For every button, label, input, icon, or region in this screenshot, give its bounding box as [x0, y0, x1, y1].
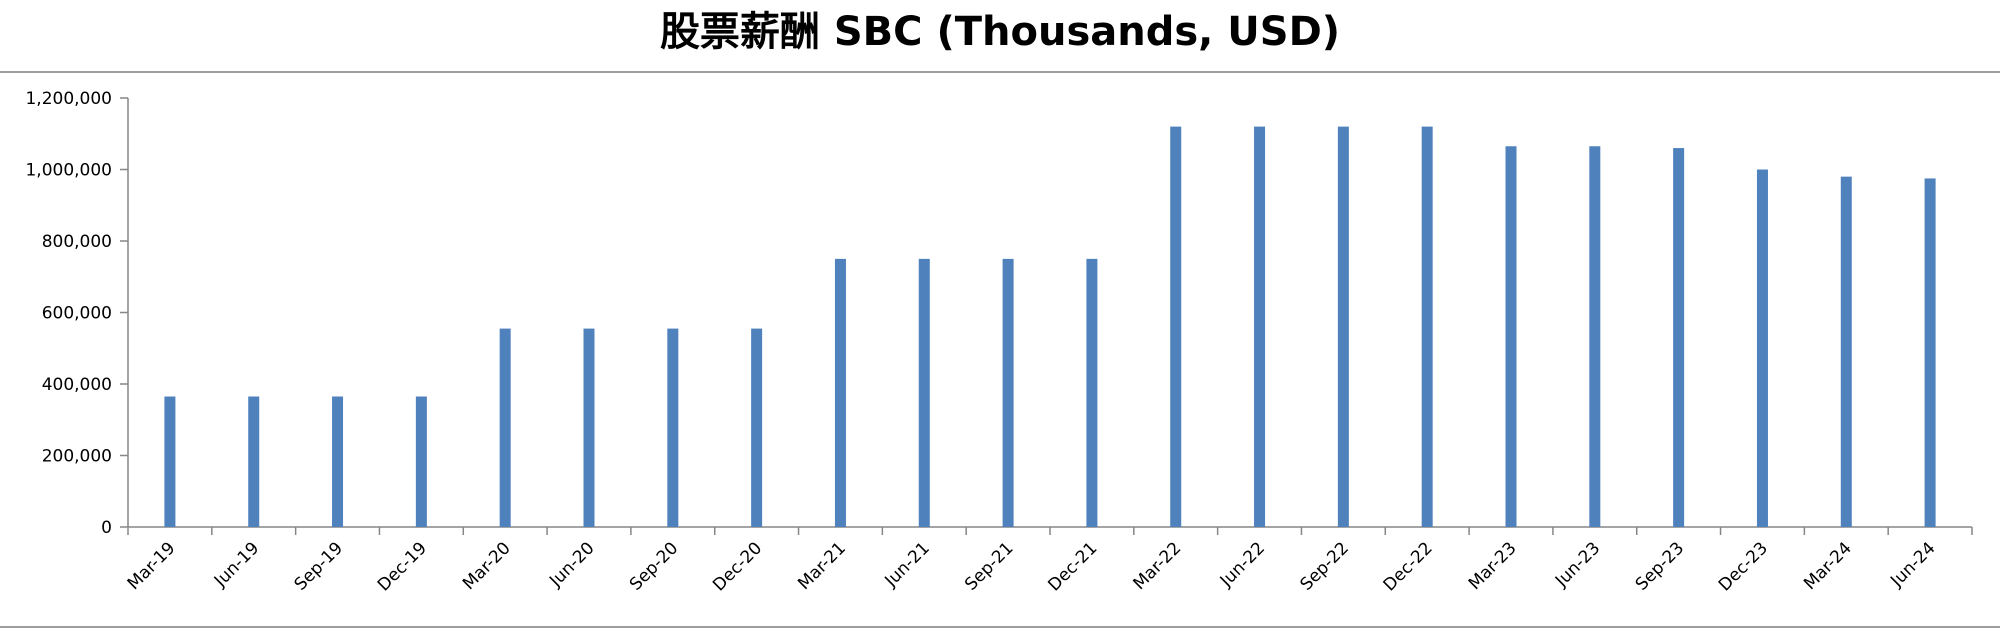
x-tick-label: Mar-22	[1130, 538, 1186, 594]
y-tick-label: 800,000	[42, 232, 112, 252]
bar-jun-22	[1254, 126, 1266, 527]
x-tick-label: Sep-19	[291, 538, 347, 594]
x-tick-label: Dec-22	[1380, 538, 1437, 595]
y-tick-label: 600,000	[42, 304, 112, 324]
bar-mar-19	[164, 396, 176, 527]
bars	[164, 126, 1936, 528]
bar-mar-21	[834, 258, 846, 527]
y-tick-label: 200,000	[42, 447, 112, 467]
y-axis: 0 200,000 400,000 600,000 800,000 1,000,000 1,…	[25, 89, 129, 538]
x-tick-label: Dec-19	[374, 538, 431, 595]
x-tick-label: Sep-20	[626, 538, 682, 594]
x-tick-label: Sep-21	[961, 538, 1017, 594]
y-tick-label: 1,000,000	[25, 161, 112, 181]
bar-sep-20	[667, 328, 679, 527]
x-tick-label: Mar-21	[794, 538, 850, 594]
x-tick-label: Dec-23	[1715, 538, 1772, 595]
bar-jun-21	[918, 258, 930, 527]
bar-mar-22	[1170, 126, 1182, 527]
x-axis: Mar-19 Jun-19 Sep-19 Dec-19 Mar-20 Jun-20 Sep-…	[124, 526, 1973, 595]
x-tick-label: Mar-23	[1465, 538, 1521, 594]
x-tick-label: Sep-22	[1296, 538, 1352, 594]
bar-sep-21	[1002, 258, 1014, 527]
x-tick-label: Jun-24	[1886, 538, 1939, 591]
bar-sep-22	[1337, 126, 1349, 527]
x-tick-label: Dec-20	[709, 538, 766, 595]
x-tick-label: Mar-19	[124, 538, 180, 594]
bar-dec-20	[751, 328, 763, 527]
x-tick-label: Jun-20	[545, 538, 598, 591]
y-tick-label: 1,200,000	[25, 89, 112, 109]
bar-jun-23	[1589, 146, 1601, 527]
bar-jun-24	[1924, 178, 1936, 527]
bar-mar-20	[499, 328, 511, 527]
bar-mar-23	[1505, 146, 1517, 527]
x-tick-label: Mar-24	[1800, 538, 1856, 594]
x-tick-label: Dec-21	[1044, 538, 1101, 595]
chart-title: 股票薪酬 SBC (Thousands, USD)	[660, 9, 1340, 55]
bar-sep-23	[1673, 148, 1685, 528]
x-tick-label: Mar-20	[459, 538, 515, 594]
bar-dec-19	[415, 396, 427, 527]
bar-jun-19	[248, 396, 260, 527]
bar-jun-20	[583, 328, 595, 527]
bar-dec-23	[1756, 169, 1768, 527]
y-tick-label: 0	[101, 518, 112, 538]
y-tick-label: 400,000	[42, 375, 112, 395]
bar-dec-22	[1421, 126, 1433, 527]
x-tick-label: Jun-19	[210, 538, 263, 591]
x-tick-label: Jun-22	[1216, 538, 1269, 591]
bar-dec-21	[1086, 258, 1098, 527]
x-tick-label: Jun-23	[1551, 538, 1604, 591]
x-tick-label: Sep-23	[1632, 538, 1688, 594]
bar-mar-24	[1840, 176, 1852, 527]
bar-sep-19	[332, 396, 344, 527]
x-tick-label: Jun-21	[881, 538, 934, 591]
